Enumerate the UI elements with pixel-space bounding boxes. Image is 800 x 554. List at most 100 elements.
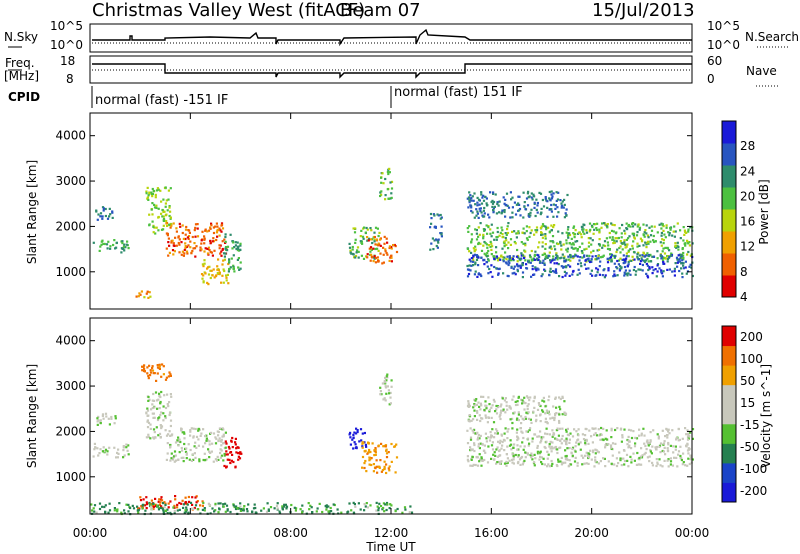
heatmap-cell: [684, 266, 687, 269]
heatmap-cell: [373, 255, 376, 258]
heatmap-cell: [469, 427, 472, 430]
heatmap-cell: [581, 242, 584, 245]
heatmap-cell: [563, 203, 566, 206]
heatmap-cell: [541, 233, 544, 236]
heatmap-cell: [529, 261, 532, 264]
x-tick-label: 20:00: [574, 526, 609, 540]
heatmap-cell: [516, 444, 519, 447]
heatmap-cell: [373, 240, 376, 243]
heatmap-cell: [498, 442, 501, 445]
heatmap-cell: [544, 405, 547, 408]
heatmap-cell: [152, 428, 156, 431]
heatmap-cell: [483, 444, 486, 447]
heatmap-cell: [622, 262, 625, 265]
power-plot-background: [90, 113, 692, 309]
heatmap-cell: [544, 243, 547, 246]
heatmap-cell: [661, 429, 664, 432]
heatmap-cell: [560, 437, 563, 440]
heatmap-cell: [604, 444, 607, 447]
heatmap-cell: [370, 463, 373, 467]
heatmap-cell: [589, 272, 592, 275]
heatmap-cell: [559, 439, 562, 442]
heatmap-cell: [662, 242, 665, 245]
heatmap-cell: [547, 399, 550, 402]
heatmap-cell: [214, 509, 217, 512]
heatmap-cell: [307, 502, 310, 505]
heatmap-cell: [488, 410, 491, 413]
heatmap-cell: [480, 249, 484, 252]
heatmap-cell: [631, 225, 635, 228]
heatmap-cell: [582, 456, 585, 459]
heatmap-cell: [526, 430, 529, 433]
heatmap-cell: [162, 224, 165, 227]
heatmap-cell: [679, 454, 682, 458]
heatmap-cell: [172, 222, 175, 225]
heatmap-cell: [471, 456, 474, 459]
heatmap-cell: [501, 247, 504, 250]
heatmap-cell: [559, 397, 562, 401]
heatmap-cell: [165, 199, 168, 202]
heatmap-cell: [222, 281, 225, 284]
heatmap-cell: [218, 273, 221, 276]
heatmap-cell: [601, 255, 604, 258]
heatmap-cell: [487, 213, 490, 216]
heatmap-cell: [108, 207, 111, 210]
heatmap-cell: [619, 265, 622, 268]
heatmap-cell: [471, 211, 474, 214]
freq-frame: [89, 55, 693, 84]
heatmap-cell: [506, 255, 509, 258]
heatmap-cell: [668, 268, 671, 271]
heatmap-cell: [182, 456, 185, 459]
heatmap-cell: [525, 225, 528, 228]
heatmap-cell: [505, 233, 508, 236]
nave-label: Nave: [746, 64, 777, 78]
heatmap-cell: [666, 260, 669, 263]
heatmap-cell: [650, 229, 654, 232]
heatmap-cell: [475, 208, 478, 211]
heatmap-cell: [576, 461, 579, 465]
heatmap-cell: [512, 454, 515, 458]
heatmap-cell: [677, 428, 680, 431]
heatmap-cell: [177, 444, 180, 447]
heatmap-cell: [234, 507, 238, 511]
freq-panel: Freq. [MHz] 18 8 Nave 60 0: [4, 54, 780, 87]
heatmap-cell: [408, 511, 411, 514]
heatmap-cell: [153, 203, 156, 206]
heatmap-cell: [155, 206, 158, 209]
heatmap-cell: [146, 186, 149, 189]
heatmap-cell: [531, 454, 534, 457]
heatmap-cell: [466, 227, 469, 230]
heatmap-cell: [638, 228, 641, 231]
heatmap-cell: [560, 442, 563, 445]
heatmap-cell: [640, 447, 643, 450]
heatmap-cell: [164, 378, 168, 381]
heatmap-cell: [483, 228, 486, 231]
heatmap-cell: [467, 206, 470, 209]
heatmap-cell: [523, 205, 526, 208]
heatmap-cell: [613, 239, 616, 242]
heatmap-cell: [654, 446, 657, 449]
heatmap-cell: [533, 433, 537, 436]
heatmap-cell: [547, 254, 550, 257]
heatmap-cell: [225, 450, 228, 453]
heatmap-cell: [579, 262, 582, 265]
heatmap-cell: [659, 464, 662, 467]
heatmap-cell: [374, 257, 378, 260]
heatmap-cell: [565, 440, 568, 443]
heatmap-cell: [544, 417, 547, 420]
heatmap-cell: [217, 258, 220, 261]
heatmap-cell: [648, 265, 651, 269]
heatmap-cell: [558, 419, 561, 423]
heatmap-cell: [114, 415, 117, 418]
heatmap-cell: [641, 269, 644, 272]
heatmap-cell: [242, 509, 245, 512]
heatmap-cell: [145, 190, 148, 193]
heatmap-cell: [647, 236, 650, 239]
heatmap-cell: [387, 467, 390, 470]
heatmap-cell: [568, 232, 571, 235]
heatmap-cell: [503, 240, 506, 243]
heatmap-cell: [574, 445, 577, 448]
heatmap-cell: [539, 192, 543, 195]
heatmap-cell: [181, 224, 184, 227]
heatmap-cell: [234, 241, 237, 244]
